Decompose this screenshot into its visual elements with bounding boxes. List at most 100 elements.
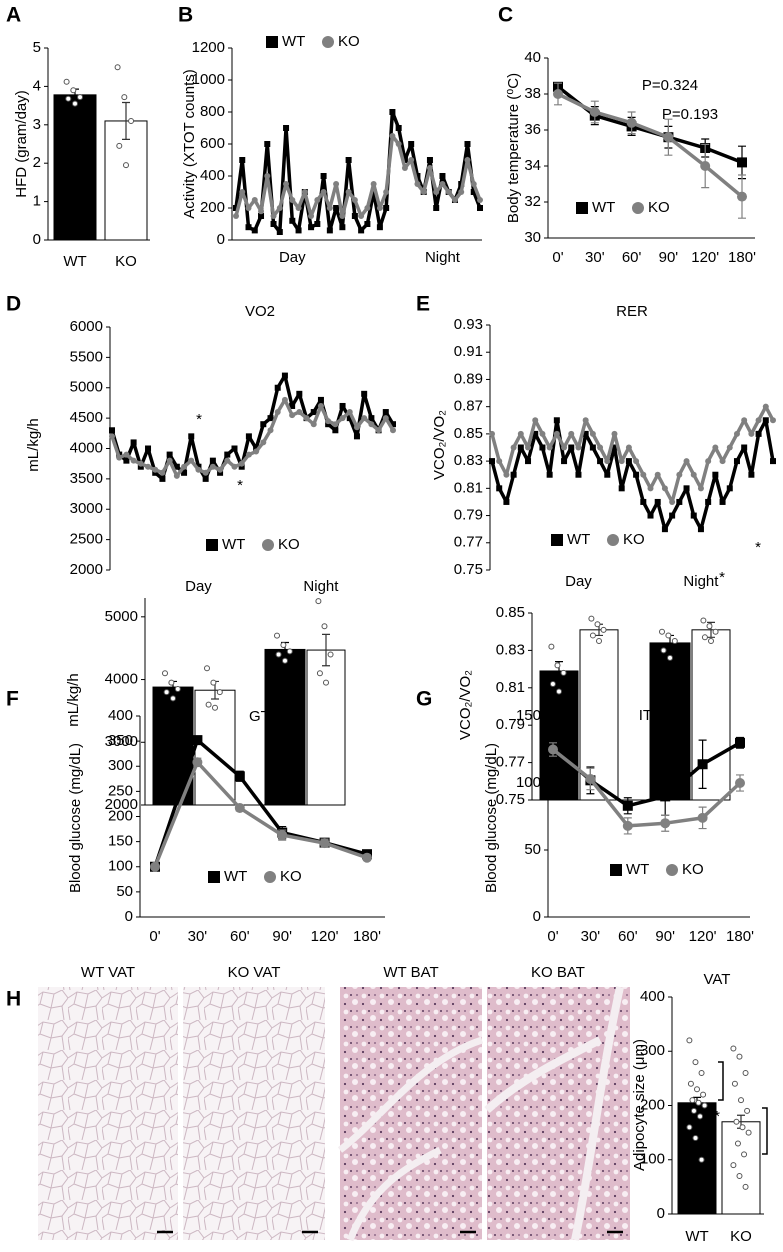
y-tick-label: 200 xyxy=(108,807,133,824)
marker xyxy=(622,800,633,811)
marker xyxy=(208,871,220,883)
marker xyxy=(361,415,368,422)
marker xyxy=(251,227,258,234)
marker xyxy=(295,227,302,234)
x-tick-label: 60' xyxy=(622,249,642,266)
x-tick-label: KO xyxy=(115,253,137,270)
marker xyxy=(166,451,173,458)
marker xyxy=(733,458,740,465)
marker xyxy=(260,421,267,428)
y-tick-label: 150 xyxy=(516,707,541,724)
data-point xyxy=(692,1059,699,1066)
legend-label: KO xyxy=(648,199,670,216)
marker xyxy=(517,444,524,451)
data-point xyxy=(660,647,667,654)
y-tick-label: 0 xyxy=(125,908,133,925)
y-tick-label: 3500 xyxy=(70,470,103,487)
y-tick-label: 0.81 xyxy=(454,479,483,496)
x-tick-label: 180' xyxy=(353,928,381,945)
marker xyxy=(719,458,726,465)
y-tick-label: 0.77 xyxy=(454,534,483,551)
data-point xyxy=(689,1097,696,1104)
marker xyxy=(532,417,539,424)
y-tick-label: 5500 xyxy=(70,348,103,365)
marker xyxy=(270,213,277,219)
y-tick-label: 0.75 xyxy=(454,561,483,578)
data-point xyxy=(600,626,607,633)
marker xyxy=(317,402,324,409)
marker xyxy=(317,396,324,403)
marker xyxy=(610,864,622,876)
y-tick-label: 300 xyxy=(108,757,133,774)
marker xyxy=(660,791,671,802)
y-axis-label: mL/kg/h xyxy=(65,673,82,726)
marker xyxy=(426,157,433,163)
data-point xyxy=(698,1156,705,1163)
y-tick-label: 3000 xyxy=(70,500,103,517)
marker xyxy=(697,526,704,533)
data-point xyxy=(692,1135,699,1142)
y-tick-label: 0.79 xyxy=(454,507,483,524)
x-tick-label: KO xyxy=(730,1228,752,1245)
marker xyxy=(333,205,340,211)
marker xyxy=(640,498,647,505)
data-point xyxy=(275,651,282,658)
marker xyxy=(301,189,308,195)
data-point xyxy=(671,638,678,645)
marker xyxy=(503,471,510,478)
y-tick-label: 0.93 xyxy=(454,316,483,333)
marker xyxy=(319,838,330,849)
marker xyxy=(626,117,637,128)
marker xyxy=(358,227,365,234)
marker xyxy=(762,417,769,424)
x-tick-label: 120' xyxy=(311,928,339,945)
marker xyxy=(770,417,776,424)
marker xyxy=(195,466,202,473)
marker xyxy=(116,454,123,461)
marker xyxy=(496,485,503,492)
marker xyxy=(251,197,258,203)
marker xyxy=(470,189,477,195)
data-point xyxy=(730,1045,737,1052)
marker xyxy=(346,415,353,422)
x-tick-label: Night xyxy=(683,573,719,590)
marker xyxy=(700,161,711,171)
data-point xyxy=(742,1183,749,1190)
data-point xyxy=(556,688,562,695)
marker xyxy=(735,737,745,748)
marker xyxy=(712,444,719,451)
y-tick-label: 1200 xyxy=(192,39,225,56)
y-tick-label: 100 xyxy=(640,1151,665,1168)
legend-label: WT xyxy=(567,531,590,548)
marker xyxy=(326,227,333,234)
marker xyxy=(233,205,239,211)
y-tick-label: 30 xyxy=(524,229,541,246)
annotation: * xyxy=(755,539,761,556)
marker xyxy=(234,771,245,782)
y-tick-label: 1000 xyxy=(192,71,225,88)
data-point xyxy=(588,615,595,622)
marker xyxy=(339,213,346,219)
marker xyxy=(332,421,339,428)
marker xyxy=(568,430,575,437)
marker xyxy=(368,415,375,422)
bracket xyxy=(718,1061,768,1155)
marker xyxy=(539,430,546,437)
marker xyxy=(295,205,302,211)
marker xyxy=(281,396,288,403)
y-tick-label: 400 xyxy=(640,988,665,1005)
marker xyxy=(633,471,640,478)
y-tick-label: 3 xyxy=(33,116,41,133)
marker xyxy=(597,458,604,465)
marker xyxy=(276,229,283,235)
marker xyxy=(192,757,203,768)
y-tick-label: 350 xyxy=(108,732,133,749)
marker xyxy=(697,812,708,823)
marker xyxy=(358,213,365,219)
marker xyxy=(582,430,589,437)
x-tick-label: 30' xyxy=(188,928,208,945)
marker xyxy=(351,197,358,203)
marker xyxy=(477,197,483,203)
marker xyxy=(264,173,271,179)
marker xyxy=(217,469,224,476)
